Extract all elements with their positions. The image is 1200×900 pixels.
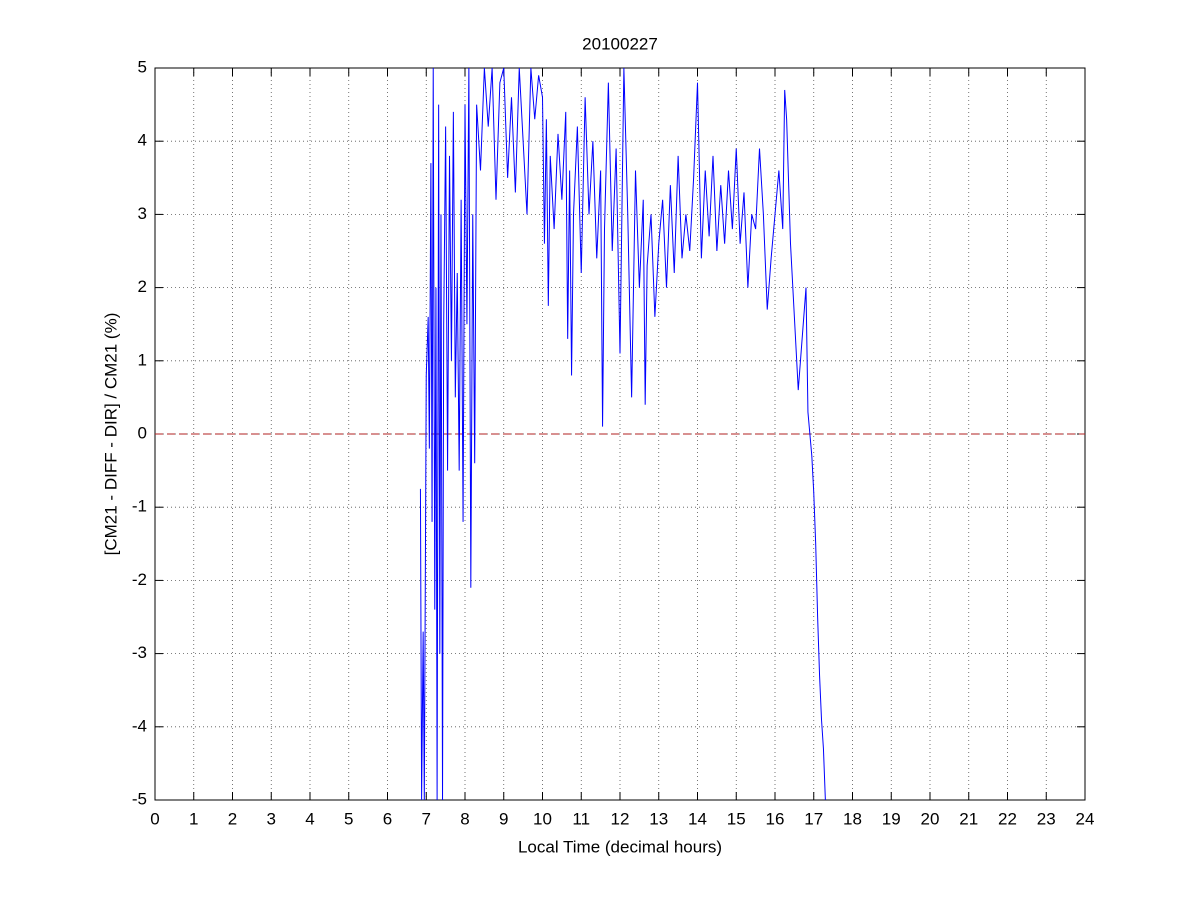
x-tick-label: 20 <box>921 809 940 828</box>
x-tick-label: 5 <box>344 809 353 828</box>
y-axis-label: [CM21 - DIFF - DIR] / CM21 (%) <box>101 313 120 556</box>
x-tick-label: 10 <box>533 809 552 828</box>
y-tick-label: -1 <box>132 497 147 516</box>
chart-title: 20100227 <box>582 34 658 53</box>
y-tick-label: 2 <box>138 277 147 296</box>
x-tick-label: 13 <box>649 809 668 828</box>
x-tick-label: 3 <box>267 809 276 828</box>
x-tick-label: 15 <box>727 809 746 828</box>
y-tick-label: -2 <box>132 570 147 589</box>
y-tick-label: 5 <box>138 57 147 76</box>
y-tick-label: 1 <box>138 350 147 369</box>
x-tick-label: 19 <box>882 809 901 828</box>
y-tick-label: -4 <box>132 716 147 735</box>
y-tick-label: 0 <box>138 423 147 442</box>
x-tick-label: 21 <box>959 809 978 828</box>
x-tick-label: 1 <box>189 809 198 828</box>
x-tick-label: 24 <box>1076 809 1095 828</box>
x-tick-label: 9 <box>499 809 508 828</box>
x-tick-label: 22 <box>998 809 1017 828</box>
data-line <box>419 68 826 800</box>
y-tick-label: 4 <box>138 131 147 150</box>
x-tick-label: 0 <box>150 809 159 828</box>
x-tick-label: 2 <box>228 809 237 828</box>
y-tick-label: -3 <box>132 643 147 662</box>
x-tick-label: 17 <box>804 809 823 828</box>
y-tick-label: 3 <box>138 204 147 223</box>
x-axis-label: Local Time (decimal hours) <box>518 837 722 856</box>
x-tick-label: 4 <box>305 809 314 828</box>
x-tick-label: 11 <box>572 809 590 828</box>
x-tick-label: 16 <box>766 809 785 828</box>
x-tick-label: 12 <box>611 809 630 828</box>
x-tick-label: 14 <box>688 809 707 828</box>
x-tick-label: 7 <box>422 809 431 828</box>
x-tick-label: 8 <box>460 809 469 828</box>
x-tick-label: 18 <box>843 809 862 828</box>
y-tick-label: -5 <box>132 789 147 808</box>
x-tick-label: 23 <box>1037 809 1056 828</box>
x-tick-label: 6 <box>383 809 392 828</box>
